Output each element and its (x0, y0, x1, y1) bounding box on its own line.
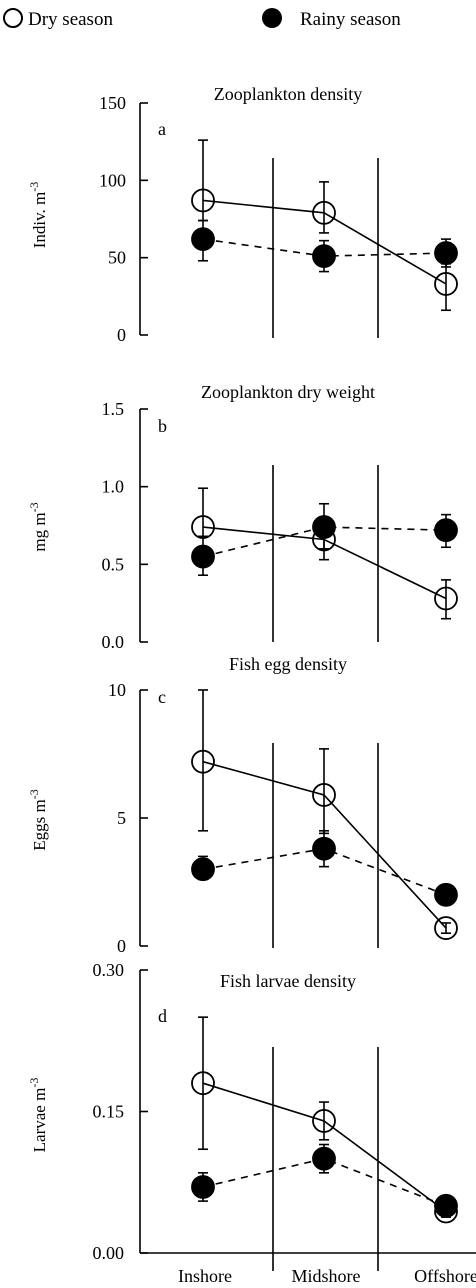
y-tick-label: 0.15 (93, 1102, 125, 1122)
panel-title: Zooplankton density (214, 84, 362, 104)
panel-a: Zooplankton density a 0 50 100 150 Indiv. m-3 (27, 84, 458, 345)
rainy-point (434, 1193, 458, 1218)
legend: Dry season Rainy season (3, 8, 401, 30)
rainy-series-line (202, 526, 447, 558)
panel-title: Fish larvae density (220, 971, 356, 991)
legend-dry-label: Dry season (28, 9, 113, 30)
legend-dry-marker (3, 8, 23, 28)
y-tick-label: 150 (99, 93, 126, 113)
y-tick-label: 1.0 (102, 477, 125, 497)
rainy-series-line (202, 1157, 447, 1207)
y-tick-label: 50 (108, 248, 126, 268)
dry-point (434, 916, 458, 940)
panel-title: Zooplankton dry weight (201, 382, 375, 402)
dry-point (312, 527, 336, 552)
y-tick-label: 10 (108, 680, 126, 700)
dry-point (191, 1071, 215, 1096)
x-category-label: Inshore (178, 1266, 232, 1286)
x-category-label: Offshore (414, 1266, 476, 1286)
rainy-point (434, 241, 458, 265)
dry-point (312, 783, 336, 807)
legend-rainy-marker (262, 8, 282, 28)
rainy-point (312, 244, 336, 269)
panel-b: Zooplankton dry weight b 0.0 0.5 1.0 1.5 mg m-… (27, 382, 458, 652)
dry-point (191, 749, 215, 774)
rainy-point (191, 544, 215, 569)
panel-title: Fish egg density (229, 654, 347, 674)
x-category-label: Midshore (292, 1266, 361, 1286)
panel-letter: b (158, 416, 167, 436)
y-tick-label: 0.30 (93, 960, 125, 980)
dry-point (191, 515, 215, 539)
dry-point (312, 200, 336, 225)
y-tick-label: 0 (117, 936, 126, 956)
rainy-point (312, 836, 336, 861)
rainy-point (191, 227, 215, 252)
y-tick-label: 0.5 (102, 554, 125, 574)
panel-letter: a (158, 119, 166, 139)
dry-point (434, 586, 458, 611)
panel-d: Fish larvae density d 0.00 0.15 0.30 Larvae m… (27, 960, 458, 1271)
y-axis-label: Larvae m-3 (27, 1078, 49, 1153)
dry-point (434, 1199, 458, 1224)
dry-point (434, 272, 458, 296)
panel-c: Fish egg density c 0 5 10 Eggs m-3 (27, 654, 458, 956)
panel-letter: c (158, 687, 166, 707)
y-tick-label: 1.5 (102, 399, 125, 419)
rainy-point (191, 1175, 215, 1199)
dry-point (312, 1109, 336, 1133)
x-category-labels: Inshore Midshore Offshore (178, 1266, 476, 1286)
panel-letter: d (158, 1006, 167, 1026)
y-axis-label: Indiv. m-3 (27, 182, 49, 249)
dry-point (191, 188, 215, 213)
rainy-point (434, 518, 458, 543)
legend-rainy-label: Rainy season (300, 9, 401, 30)
y-tick-label: 0.00 (93, 1243, 125, 1263)
y-tick-label: 5 (117, 808, 126, 828)
rainy-point (312, 1146, 336, 1171)
y-tick-label: 0.0 (102, 632, 125, 652)
y-tick-label: 100 (99, 170, 126, 190)
y-axis-label: mg m-3 (27, 502, 49, 551)
y-tick-label: 0 (117, 325, 126, 345)
rainy-point (312, 515, 336, 539)
rainy-point (191, 857, 215, 882)
rainy-point (434, 882, 458, 907)
y-axis-label: Eggs m-3 (27, 789, 49, 850)
